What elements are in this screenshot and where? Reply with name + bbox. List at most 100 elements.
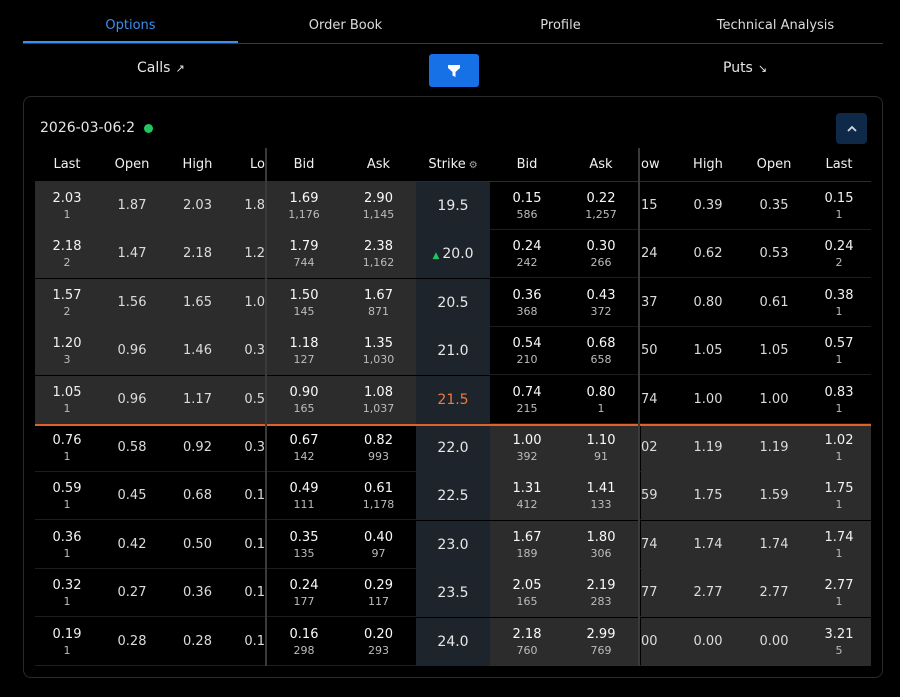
call-bid-cell[interactable]: 0.49 111 [267,472,341,520]
collapse-button[interactable] [836,113,867,144]
expiry-header[interactable]: 2026-03-06:2 [40,120,153,136]
call-bid-cell[interactable]: 0.24 177 [267,569,341,617]
strike-cell[interactable]: 21.0 [416,327,490,376]
header-call-last[interactable]: Last [53,157,81,172]
call-high-value: 1.46 [183,343,212,359]
put-high-cell: 1.19 [675,424,741,472]
put-bid-cell[interactable]: 1.31 412 [490,472,564,521]
header-put-high[interactable]: High [693,157,723,172]
call-bid-cell[interactable]: 1.50 145 [267,278,341,327]
strike-value: 23.5 [437,585,469,602]
call-high-value: 2.03 [183,198,212,213]
call-bid-value: 0.49 [289,481,319,497]
strike-cell[interactable]: 21.5 [416,375,490,424]
put-bid-cell[interactable]: 2.18 760 [490,617,564,666]
put-ask-cell[interactable]: 0.80 1 [564,376,638,424]
header-call-open[interactable]: Open [114,157,150,172]
table-row[interactable]: 0.76 1 0.58 0.92 0.3 0.67 142 0.82 993 22.0 1.00 39… [35,424,871,472]
strike-cell[interactable]: 23.5 [416,569,490,618]
call-ask-cell[interactable]: 2.38 1,162 [341,230,416,279]
tab-technical-analysis[interactable]: Technical Analysis [716,18,835,33]
table-row[interactable]: 0.36 1 0.42 0.50 0.1 0.35 135 0.40 97 23.0 1.67 189… [35,520,871,569]
tab-options[interactable]: Options [23,10,238,43]
call-ask-cell[interactable]: 1.35 1,030 [341,327,416,376]
tab-order-book[interactable]: Order Book [308,18,383,33]
put-bid-cell[interactable]: 2.05 165 [490,569,564,618]
call-bid-cell[interactable]: 0.67 142 [267,424,341,472]
call-ask-cell[interactable]: 2.90 1,145 [341,182,416,230]
call-last-size: 2 [63,256,71,270]
header-put-open[interactable]: Open [756,157,792,172]
table-row[interactable]: 1.57 2 1.56 1.65 1.0 1.50 145 1.67 871 20.5 0.36 36… [35,278,871,327]
puts-toggle[interactable]: Puts ↘ [723,60,767,76]
table-row[interactable]: 1.05 1 0.96 1.17 0.5 0.90 165 1.08 1,037 21.5 0.74… [35,375,871,424]
call-ask-cell[interactable]: 0.20 293 [341,618,416,666]
table-row[interactable]: 0.19 1 0.28 0.28 0.1 0.16 298 0.20 293 24.0 2.18 76… [35,617,871,666]
header-call-high[interactable]: High [182,157,213,172]
put-ask-cell[interactable]: 0.43 372 [564,279,638,327]
call-bid-cell[interactable]: 0.16 298 [267,618,341,666]
put-ask-cell[interactable]: 0.22 1,257 [564,182,638,230]
put-ask-cell[interactable]: 1.10 91 [564,424,638,472]
call-high-cell: 2.03 [165,182,230,230]
strike-cell[interactable]: 22.0 [416,424,490,472]
header-call-low[interactable]: Lo [250,157,265,172]
call-bid-cell[interactable]: 1.18 127 [267,327,341,376]
call-bid-cell[interactable]: 0.35 135 [267,521,341,569]
header-call-ask[interactable]: Ask [366,157,391,172]
header-strike[interactable]: Strike ⚙ [416,148,490,182]
call-ask-cell[interactable]: 0.29 117 [341,569,416,617]
table-row[interactable]: 0.32 1 0.27 0.36 0.1 0.24 177 0.29 117 23.5 2.05 16… [35,569,871,618]
put-bid-cell[interactable]: 0.24 242 [490,230,564,278]
calls-toggle[interactable]: Calls ↗ [137,60,185,76]
call-low-cell: 1.8 [230,182,265,230]
put-ask-cell[interactable]: 1.41 133 [564,472,638,521]
call-high-value: 0.28 [183,633,212,649]
put-open-cell: 0.00 [741,617,807,666]
put-ask-cell[interactable]: 0.68 658 [564,327,638,375]
strike-cell[interactable]: 20.5 [416,278,490,327]
put-bid-cell[interactable]: 1.00 392 [490,424,564,472]
put-open-cell: 1.00 [741,376,807,424]
call-low-cell: 0.1 [230,569,265,617]
call-ask-cell[interactable]: 0.61 1,178 [341,472,416,520]
table-row[interactable]: 1.20 3 0.96 1.46 0.3 1.18 127 1.35 1,030 21.0 0.54… [35,327,871,376]
strike-cell[interactable]: 22.5 [416,472,490,521]
put-ask-cell[interactable]: 0.30 266 [564,230,638,278]
put-last-size: 1 [835,401,843,415]
gear-icon[interactable]: ⚙ [468,160,478,171]
call-bid-cell[interactable]: 1.79 744 [267,230,341,279]
put-ask-cell[interactable]: 1.80 306 [564,520,638,569]
strike-cell[interactable]: 24.0 [416,617,490,666]
put-last-cell: 2.77 1 [807,569,871,618]
call-bid-cell[interactable]: 0.90 165 [267,375,341,424]
put-bid-cell[interactable]: 1.67 189 [490,520,564,569]
strike-cell[interactable]: ▲ 20.0 [416,230,490,279]
tab-profile[interactable]: Profile [540,18,581,33]
strike-cell[interactable]: 19.5 [416,182,490,230]
put-ask-value: 0.68 [586,336,616,352]
call-bid-cell[interactable]: 1.69 1,176 [267,182,341,230]
call-high-value: 2.18 [183,246,212,262]
call-ask-cell[interactable]: 1.67 871 [341,278,416,327]
header-put-low[interactable]: ow [641,157,660,172]
put-bid-cell[interactable]: 0.15 586 [490,182,564,230]
put-open-value: 0.00 [759,633,789,649]
header-put-last[interactable]: Last [825,157,853,172]
header-call-bid[interactable]: Bid [293,157,315,172]
call-ask-cell[interactable]: 1.08 1,037 [341,375,416,424]
table-row[interactable]: 0.59 1 0.45 0.68 0.1 0.49 111 0.61 1,178 22.5 1.31… [35,472,871,521]
strike-cell[interactable]: 23.0 [416,520,490,569]
header-put-bid[interactable]: Bid [516,157,538,172]
put-ask-cell[interactable]: 2.19 283 [564,569,638,618]
call-ask-cell[interactable]: 0.40 97 [341,521,416,569]
put-ask-cell[interactable]: 2.99 769 [564,617,638,666]
header-put-ask[interactable]: Ask [589,157,613,172]
put-bid-cell[interactable]: 0.74 215 [490,376,564,424]
put-bid-cell[interactable]: 0.54 210 [490,327,564,375]
table-row[interactable]: 2.18 2 1.47 2.18 1.2 1.79 744 2.38 1,162 ▲ 20.0 0.2… [35,230,871,279]
filter-button[interactable] [429,54,479,87]
put-bid-cell[interactable]: 0.36 368 [490,279,564,327]
call-ask-cell[interactable]: 0.82 993 [341,424,416,472]
table-row[interactable]: 2.03 1 1.87 2.03 1.8 1.69 1,176 2.90 1,145 19.5 0.… [35,182,871,230]
